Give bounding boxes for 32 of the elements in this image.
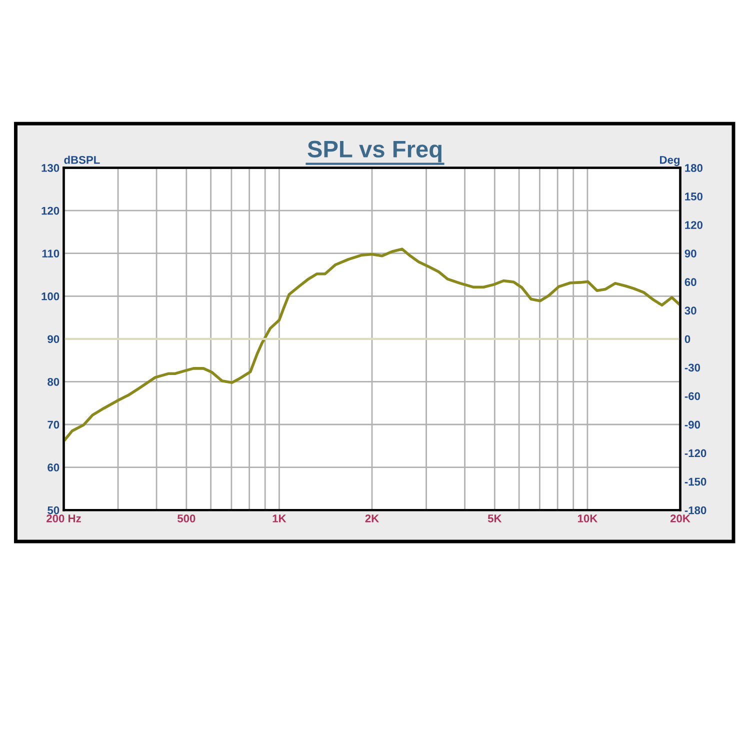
y2-tick-label: 60 xyxy=(684,278,696,286)
y2-tick-label: 90 xyxy=(684,250,696,258)
y-tick-label: 120 xyxy=(42,206,60,215)
x-tick-label: 200 Hz xyxy=(46,514,81,522)
x-tick-label: 10K xyxy=(578,514,598,522)
y-tick-label: 80 xyxy=(48,378,60,386)
y2-tick-label: -30 xyxy=(684,364,700,372)
y-tick-label: 130 xyxy=(42,164,60,172)
y-axis-title: dBSPL xyxy=(64,156,100,164)
x-tick-label: 1K xyxy=(272,514,286,522)
y-tick-label: 50 xyxy=(48,506,60,514)
y2-tick-label: -150 xyxy=(684,478,706,486)
y-tick-label: 60 xyxy=(48,464,60,472)
x-tick-label: 2K xyxy=(365,514,379,522)
y2-tick-label: 0 xyxy=(684,335,690,344)
x-tick-label: 500 xyxy=(177,514,196,522)
chart-title: SPL vs Freq xyxy=(308,140,442,162)
y2-tick-label: 30 xyxy=(684,306,696,315)
x-tick-label: 20K xyxy=(670,514,690,522)
y2-tick-label: 180 xyxy=(685,164,702,172)
y2-tick-label: -60 xyxy=(684,392,700,400)
y2-tick-label: 150 xyxy=(685,192,702,200)
y-tick-label: 100 xyxy=(42,292,60,300)
y2-axis-title: Deg xyxy=(660,156,680,166)
y2-tick-label: -120 xyxy=(684,449,706,458)
y2-tick-label: 120 xyxy=(685,221,702,229)
y2-tick-label: -180 xyxy=(684,506,706,514)
y-tick-label: 70 xyxy=(48,420,60,429)
y2-tick-label: -90 xyxy=(684,420,700,429)
y-tick-label: 90 xyxy=(48,335,60,344)
x-tick-label: 5K xyxy=(488,514,502,522)
y-tick-label: 110 xyxy=(42,250,60,258)
